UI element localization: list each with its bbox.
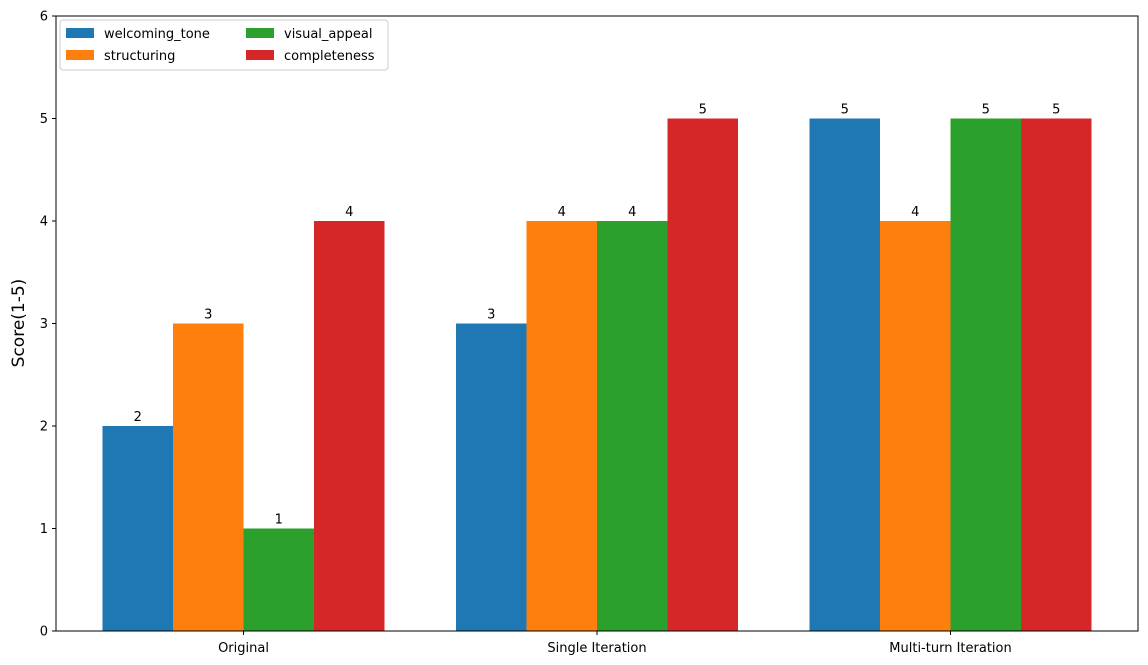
bar-value-label: 4 [345, 205, 353, 220]
x-tick-label: Original [218, 641, 269, 656]
legend-swatch-visual_appeal [246, 28, 274, 38]
legend-swatch-welcoming_tone [66, 28, 94, 38]
bar-visual_appeal-0 [243, 528, 314, 631]
y-axis-title: Score(1-5) [9, 279, 29, 368]
bar-value-label: 4 [911, 205, 919, 220]
legend-swatch-structuring [66, 50, 94, 60]
legend-swatch-completeness [246, 50, 274, 60]
bar-structuring-1 [526, 221, 597, 631]
legend-label: structuring [104, 49, 175, 64]
bar-value-label: 4 [558, 205, 566, 220]
y-tick-label: 5 [40, 112, 48, 127]
bar-completeness-0 [314, 221, 385, 631]
legend-label: visual_appeal [284, 27, 372, 42]
legend: welcoming_tone structuring visual_appealco… [59, 19, 389, 71]
legend-label: welcoming_tone [104, 27, 210, 42]
bar-value-label: 5 [841, 103, 849, 118]
bar-visual_appeal-2 [950, 118, 1021, 631]
x-tick-label: Multi-turn Iteration [889, 641, 1011, 656]
axes-layer: 0 1 2 3 4 5 6 Original Single Iteration Multi-tur… [40, 10, 1139, 656]
legend-box [59, 19, 389, 71]
bar-value-label: 5 [699, 103, 707, 118]
bar-value-label: 3 [487, 308, 495, 323]
bar-structuring-2 [880, 221, 951, 631]
bar-value-label: 2 [134, 410, 142, 425]
bar-completeness-2 [1021, 118, 1092, 631]
legend-label: completeness [284, 49, 375, 64]
bar-value-label: 3 [204, 308, 212, 323]
bar-completeness-1 [667, 118, 738, 631]
bar-welcoming_tone-0 [102, 426, 173, 631]
y-tick-label: 2 [40, 420, 48, 435]
bar-welcoming_tone-2 [809, 118, 880, 631]
bar-value-label: 5 [982, 103, 990, 118]
x-tick-label: Single Iteration [547, 641, 646, 656]
bars-layer [102, 118, 1092, 631]
bar-value-label: 1 [275, 513, 283, 528]
y-tick-label: 3 [40, 317, 48, 332]
bar-welcoming_tone-1 [456, 323, 527, 631]
y-tick-label: 1 [40, 522, 48, 537]
bar-structuring-0 [173, 323, 244, 631]
y-tick-label: 4 [40, 215, 48, 230]
y-tick-label: 0 [40, 625, 48, 640]
bar-labels-layer: 2 3 5 3 4 4 1 4 5 4 5 5 [134, 103, 1061, 528]
y-tick-label: 6 [40, 10, 48, 25]
bar-value-label: 4 [628, 205, 636, 220]
bar-visual_appeal-1 [597, 221, 668, 631]
bar-value-label: 5 [1052, 103, 1060, 118]
